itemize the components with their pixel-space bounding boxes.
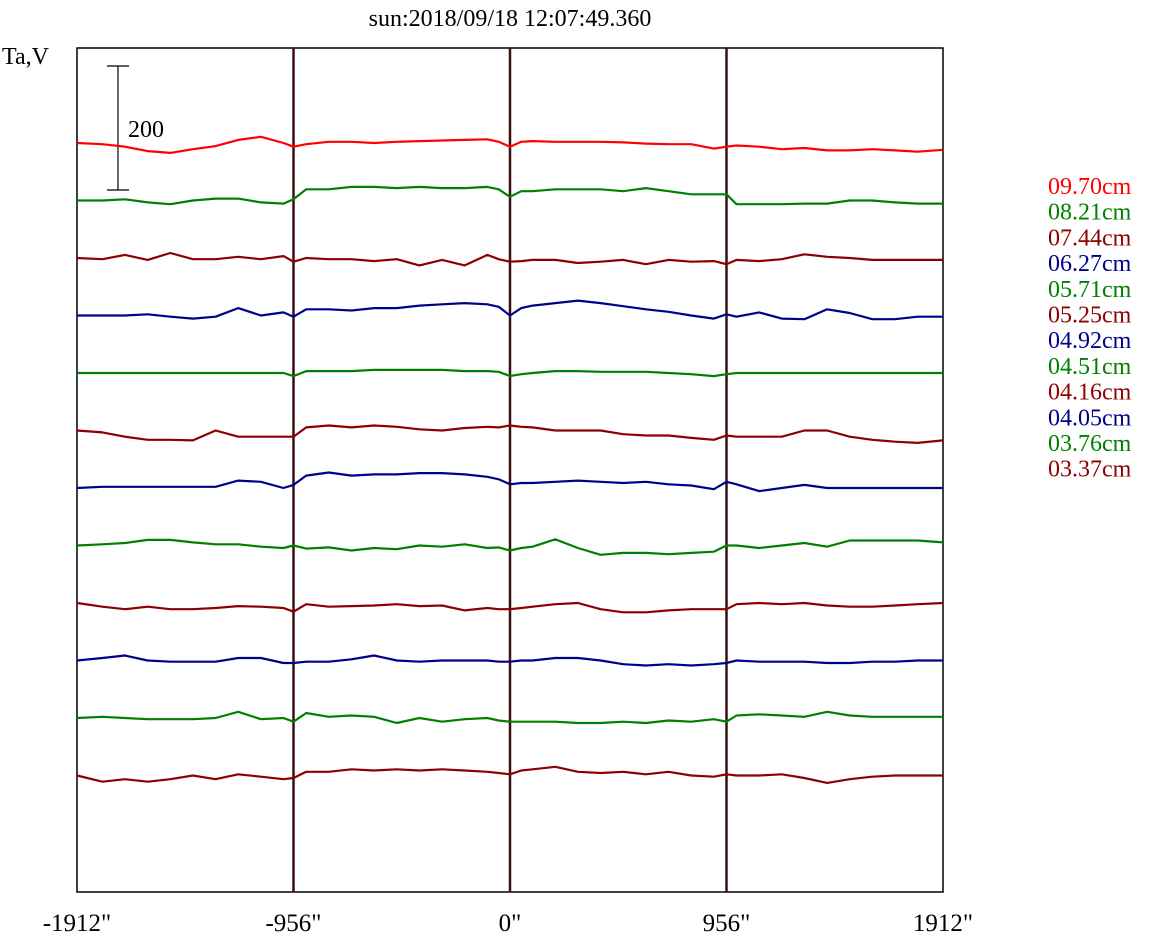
series-line-06.27cm (77, 299, 943, 321)
series-line-04.05cm (76, 654, 943, 667)
series-line-05.25cm (76, 424, 944, 444)
series-line-09.70cm (76, 135, 944, 154)
legend-entry-03.76cm: 03.76cm (1048, 431, 1132, 457)
legend-entry-07.44cm: 07.44cm (1048, 225, 1132, 251)
legend-entry-04.51cm: 04.51cm (1048, 354, 1132, 380)
y-axis-label: Ta,V (2, 44, 50, 70)
scale-bar-label: 200 (128, 117, 164, 143)
series-line-03.37cm (76, 765, 943, 785)
legend: 09.70cm08.21cm07.44cm06.27cm05.71cm05.25… (1048, 174, 1132, 483)
legend-entry-09.70cm: 09.70cm (1048, 174, 1132, 200)
series-line-07.44cm (76, 251, 943, 267)
series-line-04.16cm (76, 601, 944, 614)
scale-bar: 200 (107, 65, 164, 191)
series-line-08.21cm (77, 185, 943, 206)
x-tick-label-3: 956" (703, 910, 751, 937)
chart-title: sun:2018/09/18 12:07:49.360 (369, 6, 652, 32)
legend-entry-04.05cm: 04.05cm (1048, 405, 1132, 431)
legend-entry-04.16cm: 04.16cm (1048, 380, 1132, 406)
series-line-04.92cm (76, 471, 943, 493)
series-line-05.71cm (77, 368, 943, 378)
series-line-03.76cm (76, 710, 943, 725)
legend-entry-03.37cm: 03.37cm (1048, 457, 1132, 483)
x-tick-label-1: -956" (265, 910, 321, 937)
legend-entry-05.71cm: 05.71cm (1048, 277, 1132, 303)
legend-entry-05.25cm: 05.25cm (1048, 303, 1132, 329)
x-tick-label-4: 1912" (913, 910, 973, 937)
grid-lines (292, 48, 728, 892)
x-tick-label-2: 0" (499, 910, 522, 937)
series-line-04.51cm (76, 538, 944, 556)
series-lines (76, 135, 944, 785)
legend-entry-06.27cm: 06.27cm (1048, 251, 1132, 277)
legend-entry-04.92cm: 04.92cm (1048, 328, 1132, 354)
x-tick-labels: -1912" -956" 0" 956" 1912" (43, 910, 973, 937)
legend-entry-08.21cm: 08.21cm (1048, 200, 1132, 226)
x-tick-label-0: -1912" (43, 910, 112, 937)
